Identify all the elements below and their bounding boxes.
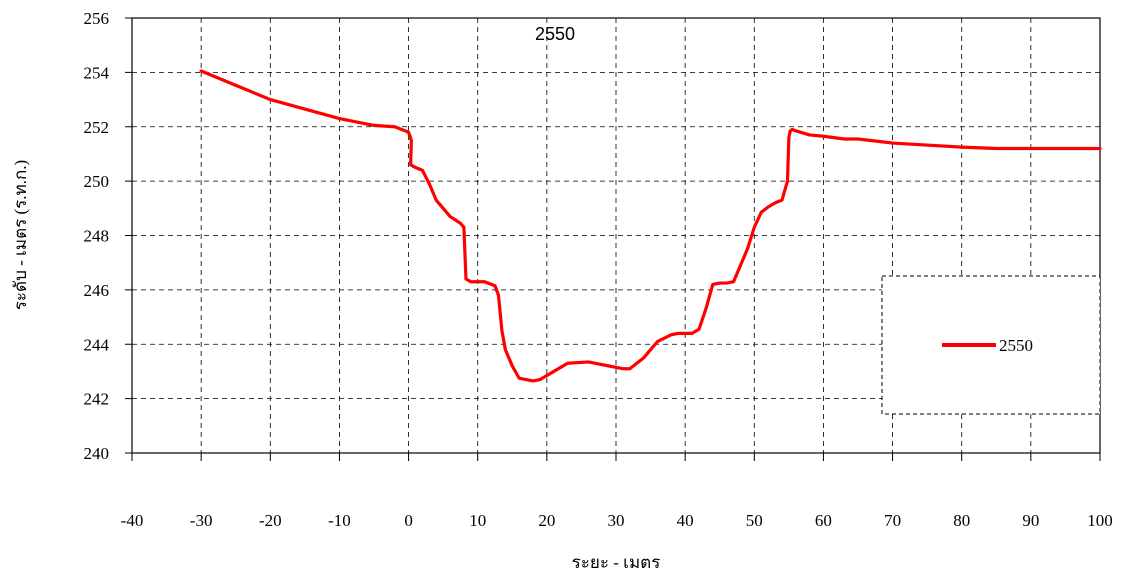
x-tick-label: 50 — [746, 511, 763, 530]
legend: 2550 — [881, 275, 1101, 415]
chart-title: 2550 — [535, 24, 575, 44]
x-tick-label: -40 — [121, 511, 144, 530]
y-tick-label: 256 — [84, 9, 110, 28]
x-tick-label: -30 — [190, 511, 213, 530]
y-axis-title: ระดับ - เมตร (ร.ท.ก.) — [11, 160, 30, 310]
y-tick-labels: 240 242 244 246 248 250 252 254 256 — [84, 9, 110, 463]
x-tick-label: 30 — [608, 511, 625, 530]
x-tick-label: 60 — [815, 511, 832, 530]
x-tick-label: -20 — [259, 511, 282, 530]
series-line-2550 — [199, 69, 1102, 383]
y-tick-label: 244 — [84, 335, 110, 354]
y-tick-label: 248 — [84, 227, 110, 246]
x-tick-label: 90 — [1022, 511, 1039, 530]
x-axis-title: ระยะ - เมตร — [572, 553, 661, 572]
y-tick-label: 252 — [84, 118, 110, 137]
axis-ticks — [125, 17, 1101, 461]
legend-label-2550: 2550 — [999, 336, 1033, 355]
y-tick-label: 254 — [84, 63, 110, 82]
x-tick-label: 100 — [1087, 511, 1113, 530]
y-tick-label: 246 — [84, 281, 110, 300]
y-tick-label: 242 — [84, 390, 110, 409]
x-tick-label: 0 — [404, 511, 413, 530]
x-tick-labels: -40 -30 -20 -10 0 10 20 30 40 50 60 70 80 90 100 — [121, 511, 1113, 530]
series-layer — [199, 69, 1102, 383]
y-tick-label: 250 — [84, 172, 110, 191]
x-tick-label: 10 — [469, 511, 486, 530]
x-tick-label: 70 — [884, 511, 901, 530]
y-tick-label: 240 — [84, 444, 110, 463]
x-tick-label: -10 — [328, 511, 351, 530]
x-tick-label: 80 — [953, 511, 970, 530]
x-tick-label: 40 — [677, 511, 694, 530]
x-tick-label: 20 — [538, 511, 555, 530]
